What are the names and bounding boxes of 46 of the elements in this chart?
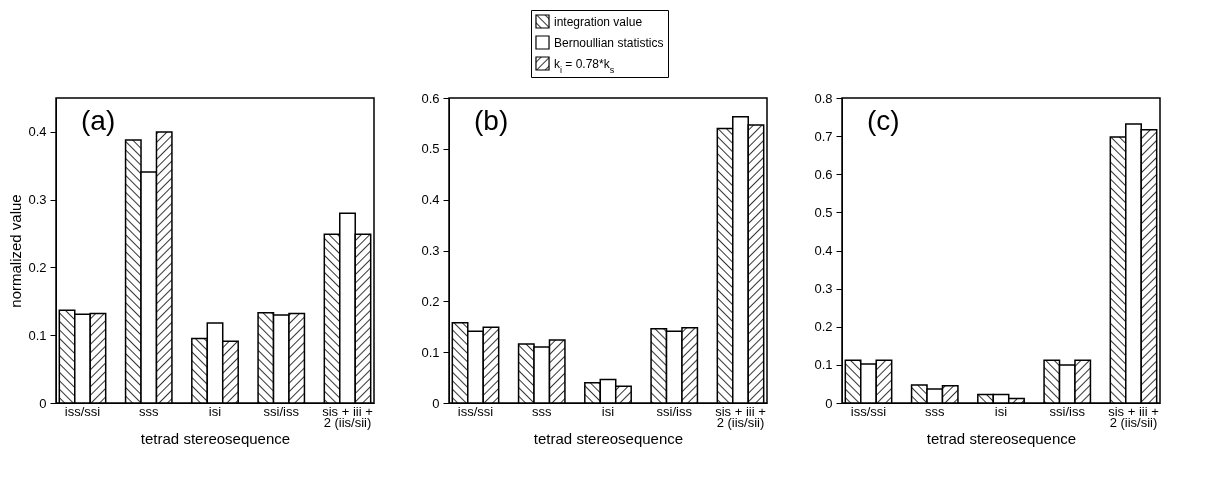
legend-label: integration value (554, 14, 643, 29)
x-tick-label: iss/ssi (850, 403, 887, 419)
y-tick-label: 0.3 (814, 281, 833, 297)
x-tick-label: sis + iii + 2 (iis/sii) (715, 403, 766, 430)
annotation: (c) (867, 105, 900, 136)
x-tick-label: sss (139, 403, 159, 419)
y-tick-label: 0.4 (421, 192, 440, 208)
x-tick-label: sis + iii + 2 (iis/sii) (1108, 403, 1159, 430)
x-tick-label: sss (532, 403, 552, 419)
x-tick-label: ssi/iss (656, 403, 693, 419)
x-axis-title: tetrad stereosequence (533, 429, 684, 447)
y-tick-label: 0.2 (28, 259, 47, 275)
y-tick-label: 0.2 (814, 319, 833, 335)
y-tick-label: 0.3 (28, 192, 47, 208)
y-axis-title: normalized value (7, 194, 25, 308)
y-tick-label: 0.1 (28, 327, 47, 343)
y-tick-label: 0.4 (28, 124, 47, 140)
x-tick-label: isi (994, 403, 1008, 419)
y-tick-label: 0.8 (814, 90, 833, 106)
y-tick-label: 0.5 (421, 141, 440, 157)
y-tick-label: 0.3 (421, 243, 440, 258)
x-tick-label: sss (925, 403, 945, 419)
y-tick-label: 0.6 (421, 90, 440, 106)
x-axis-title: tetrad stereosequence (140, 429, 291, 447)
x-tick-label: iss/ssi (457, 403, 494, 419)
x-tick-label: sis + iii + 2 (iis/sii) (322, 403, 373, 430)
y-tick-label: 0.6 (814, 166, 833, 182)
x-axis-title: tetrad stereosequence (926, 429, 1077, 447)
y-tick-label: 0.5 (814, 204, 833, 220)
x-tick-label: ssi/iss (1049, 403, 1086, 419)
annotation: (a) (81, 105, 116, 136)
x-tick-label: ssi/iss (263, 403, 300, 419)
y-tick-label: 0 (825, 395, 833, 411)
y-tick-label: 0.1 (814, 357, 833, 373)
x-tick-label: isi (601, 403, 615, 419)
y-tick-label: 0 (432, 395, 440, 411)
legend-label: k$_{i}$ = 0.78*k$_{s}$ (554, 56, 615, 75)
x-tick-label: iss/ssi (64, 403, 101, 419)
x-tick-label: isi (208, 403, 222, 419)
y-tick-label: 0.7 (814, 128, 833, 144)
legend-label: Bernoullian statistics (554, 35, 664, 50)
annotation: (b) (474, 105, 509, 136)
y-tick-label: 0.4 (814, 243, 833, 258)
y-tick-label: 0.1 (421, 344, 440, 360)
y-tick-label: 0 (39, 395, 47, 411)
y-tick-label: 0.2 (421, 293, 440, 309)
